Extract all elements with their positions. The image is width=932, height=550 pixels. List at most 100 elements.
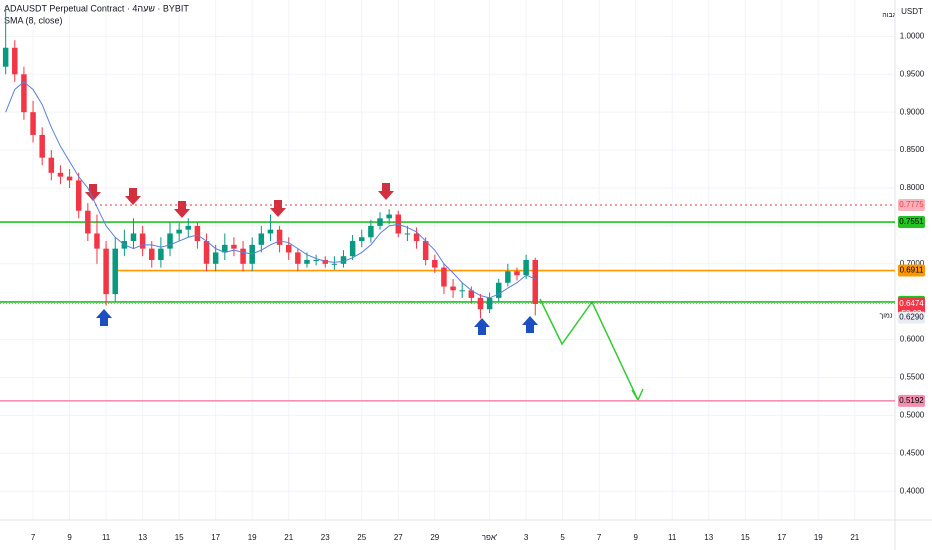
y-tick-label: 0.4000: [900, 486, 925, 495]
candle-body: [66, 176, 73, 181]
x-tick-label: 17: [777, 533, 786, 542]
candle-body: [30, 112, 36, 135]
candle-body: [167, 233, 173, 249]
candle-body: [340, 256, 347, 264]
indicator-label: SMA (8, close): [4, 15, 63, 25]
x-tick-label: 3: [524, 533, 529, 542]
x-tick-label: 11: [668, 533, 677, 542]
candle-body: [459, 290, 465, 292]
y-tick-label: 0.7000: [900, 259, 925, 268]
candle-body: [176, 229, 182, 234]
candle-body: [422, 241, 429, 260]
x-tick-label: 13: [704, 533, 713, 542]
candle-body: [468, 290, 475, 298]
x-tick-label: 7: [597, 533, 602, 542]
candle-body: [185, 225, 192, 230]
x-tick-label: 5: [560, 533, 565, 542]
x-tick-label: 9: [67, 533, 72, 542]
x-tick-label: 27: [394, 533, 403, 542]
candle-body: [57, 172, 64, 177]
x-tick-label: 19: [814, 533, 823, 542]
candle-body: [149, 248, 155, 260]
y-tick-label: 1.0000: [900, 31, 925, 40]
candle-body: [94, 233, 100, 249]
candle-body: [267, 229, 274, 234]
candle-body: [48, 157, 55, 173]
low-price-label: 0.6290: [899, 313, 924, 322]
candle-body: [450, 286, 456, 291]
candle-body: [21, 74, 27, 113]
up-arrow: [96, 309, 112, 326]
candle-body: [39, 134, 45, 158]
down-arrow: [270, 200, 286, 217]
candle-body: [523, 260, 529, 276]
candle-body: [304, 260, 310, 264]
candle-body: [404, 233, 411, 235]
projection-arrowhead: [631, 388, 644, 402]
high-label: גבוה: [882, 12, 895, 19]
x-tick-label: 7: [31, 533, 36, 542]
y-tick-label: 0.5500: [900, 373, 925, 382]
candle-body: [495, 282, 502, 298]
candle-body: [285, 244, 292, 253]
price-tag: [898, 264, 925, 277]
x-tick-label: 15: [175, 533, 184, 542]
candle-body: [194, 225, 201, 242]
y-tick-label: 0.9500: [900, 69, 925, 78]
candle-body: [441, 267, 447, 287]
y-tick-label: 0.4500: [900, 448, 925, 457]
candle-body: [359, 237, 365, 242]
down-arrow: [125, 188, 141, 205]
x-tick-label: 15: [741, 533, 750, 542]
sma-line: [5, 81, 536, 299]
x-tick-label: 17: [211, 533, 220, 542]
low-label: נמוך: [879, 312, 892, 319]
x-tick-label: 21: [284, 533, 293, 542]
candle-body: [231, 244, 237, 249]
candle-body: [240, 248, 246, 264]
down-arrow: [85, 184, 101, 201]
up-arrow: [522, 316, 538, 333]
candle-body: [85, 210, 91, 234]
price-tag-label: 0.7551: [899, 217, 924, 226]
x-tick-label: 13: [138, 533, 147, 542]
x-tick-label: אפר': [482, 533, 498, 542]
candle-body: [112, 248, 118, 295]
currency: USDT: [901, 7, 923, 16]
price-tag-label: 0.6911: [900, 266, 924, 275]
candle-body: [158, 248, 164, 260]
candle-body: [222, 244, 228, 253]
candle-body: [313, 260, 319, 261]
x-tick-label: 19: [248, 533, 257, 542]
price-tag: [898, 199, 925, 212]
projection-path: [539, 298, 639, 401]
price-tag: [898, 216, 925, 229]
candle-body: [295, 252, 301, 264]
price-tag: [898, 394, 925, 407]
x-tick-label: 23: [321, 533, 330, 542]
candle-body: [203, 241, 210, 264]
x-tick-label: 11: [102, 533, 111, 542]
x-tick-label: 9: [633, 533, 638, 542]
chart-title: ADAUSDT Perpetual Contract · 4שעה · BYBI…: [4, 3, 189, 13]
candle-body: [139, 233, 146, 249]
candle-body: [514, 271, 520, 276]
up-arrow: [474, 318, 490, 335]
last-price-label: 0.6474: [899, 299, 924, 308]
y-tick-label: 0.8000: [900, 183, 925, 192]
candle-body: [377, 218, 383, 226]
candle-body: [75, 180, 82, 211]
candle-body: [386, 214, 392, 219]
candle-body: [413, 233, 420, 242]
up-arrows: [96, 309, 538, 335]
price-tag-label: 0.7775: [899, 200, 924, 209]
candle-body: [331, 263, 338, 265]
candle-body: [432, 260, 438, 268]
candle-body: [368, 225, 374, 238]
low-price-tag: [898, 311, 925, 324]
y-tick-label: 0.6000: [900, 335, 925, 344]
candle-body: [130, 233, 137, 242]
candle-body: [505, 271, 511, 283]
